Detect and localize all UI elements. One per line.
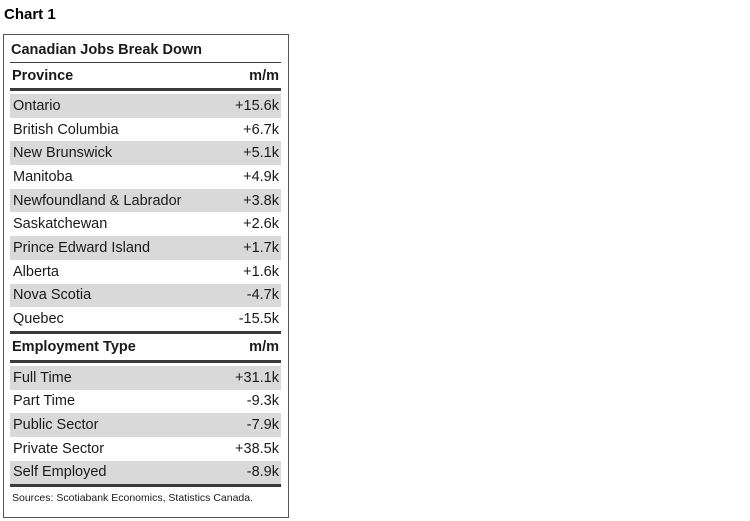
row-value: +31.1k	[235, 369, 279, 386]
row-name: Full Time	[13, 369, 72, 386]
table-row: New Brunswick +5.1k	[10, 141, 281, 166]
row-value: +38.5k	[235, 440, 279, 457]
table-row: Newfoundland & Labrador +3.8k	[10, 188, 281, 213]
row-value: +2.6k	[243, 216, 279, 233]
row-value: -15.5k	[238, 311, 279, 328]
row-name: New Brunswick	[13, 145, 113, 162]
row-value: +15.6k	[235, 97, 279, 114]
table-row: Saskatchewan +2.6k	[10, 212, 281, 236]
row-name: Part Time	[13, 393, 76, 410]
jobs-table-panel: Canadian Jobs Break Down Province m/m Onta…	[3, 34, 289, 518]
row-value: -7.9k	[246, 417, 279, 434]
table-row: British Columbia +6.7k	[10, 118, 281, 142]
row-name: British Columbia	[13, 121, 119, 138]
row-name: Private Sector	[13, 440, 105, 457]
row-name: Public Sector	[13, 417, 99, 434]
table-sections: Province m/m Ontario +15.6k British Columbia…	[10, 63, 281, 488]
table-row: Public Sector -7.9k	[10, 413, 281, 437]
table-row: Nova Scotia -4.7k	[10, 283, 281, 308]
section-header-value-label: m/m	[249, 338, 279, 355]
section-header: Province m/m	[10, 63, 281, 91]
row-value: -9.3k	[246, 393, 279, 410]
row-value: +1.6k	[243, 263, 279, 280]
table-row: Self Employed -8.9k	[10, 460, 281, 485]
row-name: Manitoba	[13, 168, 73, 185]
table-row: Full Time +31.1k	[10, 365, 281, 390]
table-row: Ontario +15.6k	[10, 94, 281, 118]
row-value: +6.7k	[243, 121, 279, 138]
row-name: Alberta	[13, 263, 59, 280]
row-name: Ontario	[13, 97, 61, 114]
section-header: Employment Type m/m	[10, 330, 281, 363]
table-row: Part Time -9.3k	[10, 390, 281, 414]
section-header-label: Province	[12, 67, 74, 84]
row-name: Newfoundland & Labrador	[13, 192, 182, 209]
row-name: Self Employed	[13, 464, 107, 481]
table-row: Quebec -15.5k	[10, 307, 281, 331]
row-value: +4.9k	[243, 168, 279, 185]
row-value: +5.1k	[243, 145, 279, 162]
row-value: -4.7k	[246, 287, 279, 304]
row-name: Prince Edward Island	[13, 239, 151, 256]
row-name: Nova Scotia	[13, 287, 92, 304]
row-name: Quebec	[13, 311, 64, 328]
table-row: Prince Edward Island +1.7k	[10, 236, 281, 260]
source-note: Sources: Scotiabank Economics, Statistic…	[12, 492, 254, 505]
section-header-value-label: m/m	[249, 67, 279, 84]
row-value: +1.7k	[243, 239, 279, 256]
section-header-label: Employment Type	[12, 338, 136, 355]
table-row: Alberta +1.6k	[10, 260, 281, 284]
table-row: Manitoba +4.9k	[10, 165, 281, 189]
table-title: Canadian Jobs Break Down	[10, 35, 281, 63]
row-name: Saskatchewan	[13, 216, 108, 233]
chart-label: Chart 1	[4, 6, 56, 23]
row-value: +3.8k	[243, 192, 279, 209]
bottom-rule	[10, 484, 281, 488]
table-row: Private Sector +38.5k	[10, 437, 281, 461]
row-value: -8.9k	[246, 464, 279, 481]
